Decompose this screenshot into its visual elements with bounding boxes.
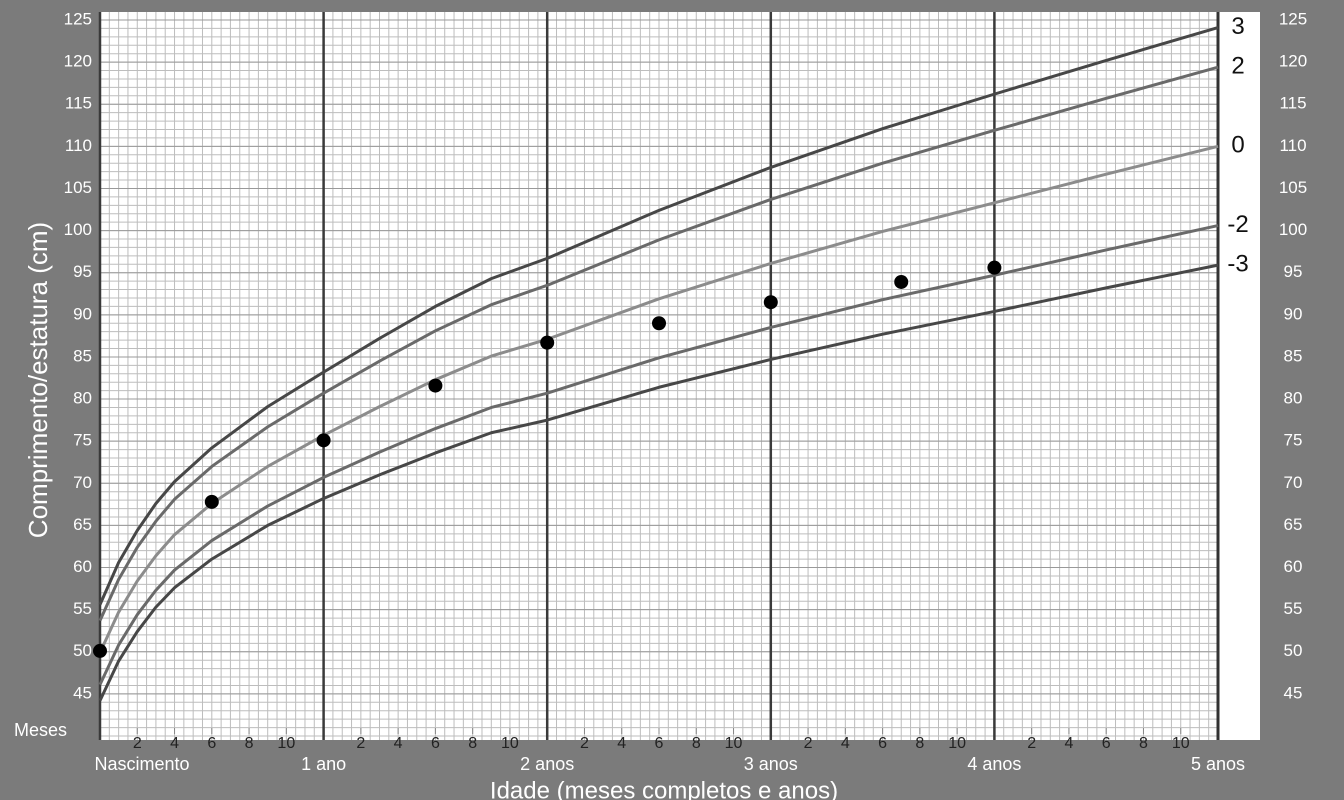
month-tick-label: 2 — [580, 735, 589, 752]
y-tick-label-right: 100 — [1279, 220, 1307, 239]
month-tick-label: 8 — [915, 735, 924, 752]
measurement-point — [316, 433, 331, 448]
y-tick-label-right: 75 — [1284, 431, 1303, 450]
y-tick-label-right: 80 — [1284, 389, 1303, 408]
y-tick-label-right: 90 — [1284, 304, 1303, 323]
measurement-point — [763, 295, 778, 310]
y-tick-label: 65 — [73, 515, 92, 534]
y-tick-label: 105 — [64, 178, 92, 197]
month-tick-label: 10 — [501, 735, 519, 752]
month-tick-label: 6 — [207, 735, 216, 752]
month-tick-label: 4 — [841, 735, 850, 752]
y-tick-label: 80 — [73, 389, 92, 408]
y-tick-label-right: 60 — [1284, 557, 1303, 576]
measurement-point — [204, 494, 219, 509]
y-tick-label-right: 85 — [1284, 346, 1303, 365]
z-score-curve — [98, 144, 1219, 654]
z-score-curve — [98, 65, 1219, 622]
month-tick-label: 8 — [692, 735, 701, 752]
month-tick-label: 6 — [878, 735, 887, 752]
month-tick-label: 10 — [1172, 735, 1190, 752]
month-tick-label: 10 — [725, 735, 743, 752]
month-tick-label: 2 — [133, 735, 142, 752]
month-tick-label: 8 — [1139, 735, 1148, 752]
x-axis-label: Idade (meses completos e anos) — [490, 777, 838, 800]
curve-label: -3 — [1227, 250, 1248, 277]
measurement-point — [894, 274, 909, 289]
y-tick-label-right: 125 — [1279, 9, 1307, 28]
y-tick-label-right: 70 — [1284, 473, 1303, 492]
month-tick-label: 2 — [1027, 735, 1036, 752]
curve-label: -2 — [1227, 211, 1248, 238]
month-tick-label: 10 — [277, 735, 295, 752]
z-score-curve — [98, 263, 1219, 702]
y-axis-label: Comprimento/estatura (cm) — [23, 222, 53, 538]
z-score-curve — [98, 26, 1219, 606]
x-tick-label: 5 anos — [1191, 754, 1245, 774]
measurement-point — [540, 335, 555, 350]
measurement-point — [428, 378, 443, 393]
x-tick-label: 3 anos — [744, 754, 798, 774]
y-tick-label: 45 — [73, 683, 92, 702]
x-tick-label: 1 ano — [301, 754, 346, 774]
x-tick-label: Nascimento — [94, 754, 189, 774]
month-tick-label: 8 — [245, 735, 254, 752]
y-tick-label: 50 — [73, 641, 92, 660]
month-tick-label: 4 — [617, 735, 626, 752]
month-tick-label: 2 — [804, 735, 813, 752]
y-tick-label: 75 — [73, 431, 92, 450]
month-tick-label: 6 — [1102, 735, 1111, 752]
y-tick-label-right: 115 — [1279, 94, 1306, 113]
y-tick-label-right: 55 — [1284, 599, 1303, 618]
curve-label: 2 — [1231, 53, 1244, 80]
month-tick-label: 6 — [431, 735, 440, 752]
y-tick-label: 70 — [73, 473, 92, 492]
grid — [98, 12, 1220, 740]
x-tick-label: 4 anos — [967, 754, 1021, 774]
month-tick-label: 2 — [356, 735, 365, 752]
y-tick-label: 110 — [65, 136, 92, 155]
y-tick-label: 115 — [65, 94, 92, 113]
month-tick-label: 4 — [170, 735, 179, 752]
y-tick-label-right: 65 — [1284, 515, 1303, 534]
y-tick-label-right: 50 — [1284, 641, 1303, 660]
month-tick-label: 6 — [655, 735, 664, 752]
month-axis-label: Meses — [14, 720, 67, 740]
measurement-point — [93, 643, 107, 658]
y-tick-label: 90 — [73, 304, 92, 323]
y-tick-label-right: 45 — [1284, 683, 1303, 702]
curve-label: 3 — [1231, 13, 1244, 40]
z-score-curve — [98, 224, 1219, 686]
measurement-point — [652, 316, 666, 331]
plot-area — [100, 12, 1260, 740]
y-tick-label: 120 — [64, 52, 92, 71]
y-tick-label-right: 120 — [1279, 52, 1307, 71]
month-tick-label: 10 — [948, 735, 966, 752]
y-tick-label-right: 110 — [1279, 136, 1306, 155]
y-tick-label: 95 — [73, 262, 92, 281]
y-tick-label: 100 — [64, 220, 92, 239]
measurement-point — [987, 260, 1002, 275]
month-tick-label: 4 — [394, 735, 403, 752]
curve-label: 0 — [1231, 132, 1244, 159]
y-tick-label: 85 — [73, 346, 92, 365]
y-tick-label: 125 — [64, 9, 92, 28]
month-tick-label: 4 — [1064, 735, 1073, 752]
curves — [93, 26, 1219, 702]
y-tick-label-right: 105 — [1279, 178, 1307, 197]
y-tick-label-right: 95 — [1284, 262, 1303, 281]
x-tick-label: 2 anos — [520, 754, 574, 774]
y-tick-label: 60 — [73, 557, 92, 576]
y-tick-label: 55 — [73, 599, 92, 618]
month-tick-label: 8 — [468, 735, 477, 752]
